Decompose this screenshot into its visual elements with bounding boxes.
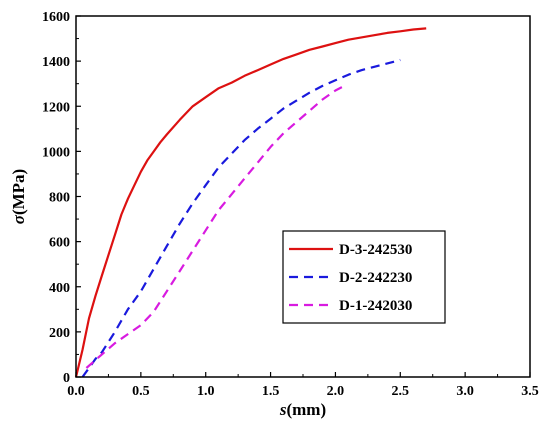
axis-tick-labels: 0.0 0.5 1.0 1.5 2.0 2.5 3.0 3.5 0 200 400 600 800 100… xyxy=(42,10,539,399)
y-axis-unit: (MPa) xyxy=(9,169,28,215)
y-axis-title: σ(MPa) xyxy=(9,169,28,224)
x-tick-label: 1.5 xyxy=(262,384,280,399)
y-tick-label: 400 xyxy=(49,281,70,296)
series-line-1 xyxy=(74,27,427,378)
y-tick-label: 1000 xyxy=(42,145,70,160)
y-tick-label: 1600 xyxy=(42,10,70,25)
x-tick-label: 0.0 xyxy=(67,384,85,399)
legend-label-1: D-3-242530 xyxy=(339,242,412,258)
legend: D-3-242530 D-2-242230 D-1-242030 xyxy=(282,230,446,324)
y-tick-label: 0 xyxy=(63,371,70,386)
y-tick-label: 600 xyxy=(49,236,70,251)
x-tick-label: 2.5 xyxy=(392,384,410,399)
plot-lines xyxy=(74,27,427,378)
x-tick-label: 3.0 xyxy=(456,384,474,399)
x-tick-label: 2.0 xyxy=(327,384,345,399)
x-tick-label: 1.0 xyxy=(197,384,215,399)
legend-label-3: D-1-242030 xyxy=(339,298,412,314)
x-axis-symbol: s xyxy=(279,400,287,419)
y-tick-label: 200 xyxy=(49,326,70,341)
x-tick-label: 0.5 xyxy=(132,384,150,399)
x-axis-title: s(mm) xyxy=(279,400,326,419)
x-axis-unit: (mm) xyxy=(286,400,326,419)
y-tick-label: 800 xyxy=(49,191,70,206)
y-tick-label: 1200 xyxy=(42,100,70,115)
y-axis-symbol: σ xyxy=(9,214,28,224)
x-tick-label: 3.5 xyxy=(521,384,539,399)
axis-ticks xyxy=(75,15,531,378)
series-line-3 xyxy=(85,86,343,369)
legend-label-2: D-2-242230 xyxy=(339,270,412,286)
series-line-2 xyxy=(81,58,401,378)
y-tick-label: 1400 xyxy=(42,55,70,70)
